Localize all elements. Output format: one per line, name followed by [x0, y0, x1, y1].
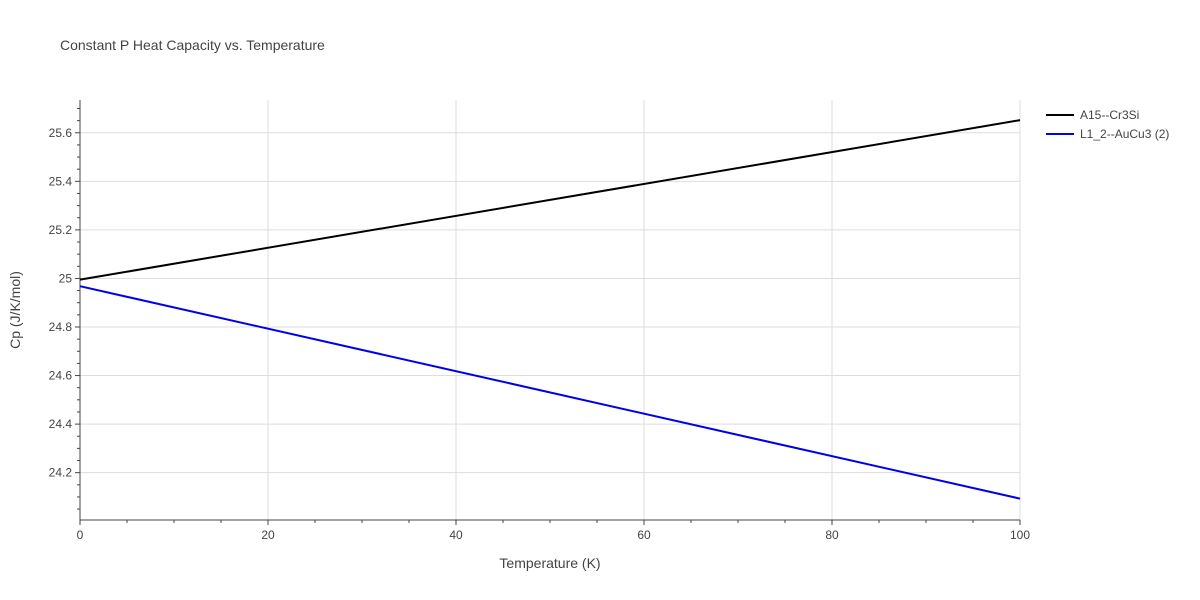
x-tick-label: 80: [825, 528, 839, 542]
x-axis-label: Temperature (K): [499, 555, 600, 571]
plot-series: [79, 119, 1021, 500]
y-tick-label: 25: [59, 271, 73, 285]
legend-item-2[interactable]: L1_2--AuCu3 (2): [1046, 127, 1169, 141]
series-line-2[interactable]: [79, 285, 1021, 500]
y-tick-label: 25.4: [49, 174, 73, 188]
grid-lines: [80, 100, 1021, 520]
series-line-1[interactable]: [79, 119, 1021, 281]
legend-item-1[interactable]: A15--Cr3Si: [1046, 108, 1139, 122]
y-tick-label: 24.4: [49, 417, 73, 431]
y-axis-label: Cp (J/K/mol): [7, 271, 23, 349]
y-tick-label: 24.2: [49, 466, 73, 480]
x-tick-label: 20: [261, 528, 275, 542]
legend-label: A15--Cr3Si: [1080, 108, 1139, 122]
axes: 0 20 40 60 80 100 24.2 24.4 24.6 24.8 25 25.2 25.4 25…: [49, 100, 1030, 542]
y-tick-label: 25.2: [49, 223, 73, 237]
legend[interactable]: A15--Cr3Si L1_2--AuCu3 (2): [1046, 108, 1169, 141]
y-tick-label: 24.8: [49, 320, 73, 334]
chart-title: Constant P Heat Capacity vs. Temperature: [60, 37, 325, 53]
x-tick-label: 100: [1010, 528, 1030, 542]
y-tick-label: 24.6: [49, 369, 73, 383]
x-tick-label: 0: [77, 528, 84, 542]
legend-label: L1_2--AuCu3 (2): [1080, 127, 1169, 141]
x-tick-label: 60: [637, 528, 651, 542]
y-tick-label: 25.6: [49, 126, 73, 140]
x-tick-label: 40: [449, 528, 463, 542]
